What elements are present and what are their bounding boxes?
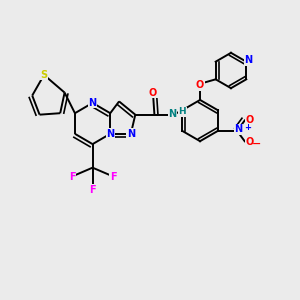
Text: N: N: [106, 129, 114, 139]
Text: O: O: [246, 115, 254, 125]
Text: N: N: [235, 124, 243, 134]
Text: S: S: [40, 70, 48, 80]
Text: N: N: [244, 55, 253, 65]
Text: F: F: [110, 172, 116, 182]
Text: N: N: [168, 109, 176, 119]
Text: N: N: [106, 129, 114, 139]
Text: O: O: [196, 80, 204, 90]
Text: F: F: [69, 172, 75, 182]
Text: N: N: [88, 98, 97, 108]
Text: +: +: [244, 123, 251, 132]
Text: O: O: [246, 137, 254, 147]
Text: F: F: [89, 185, 96, 195]
Text: N: N: [127, 129, 135, 139]
Text: O: O: [149, 88, 157, 98]
Text: −: −: [252, 139, 261, 148]
Text: H: H: [178, 107, 186, 116]
